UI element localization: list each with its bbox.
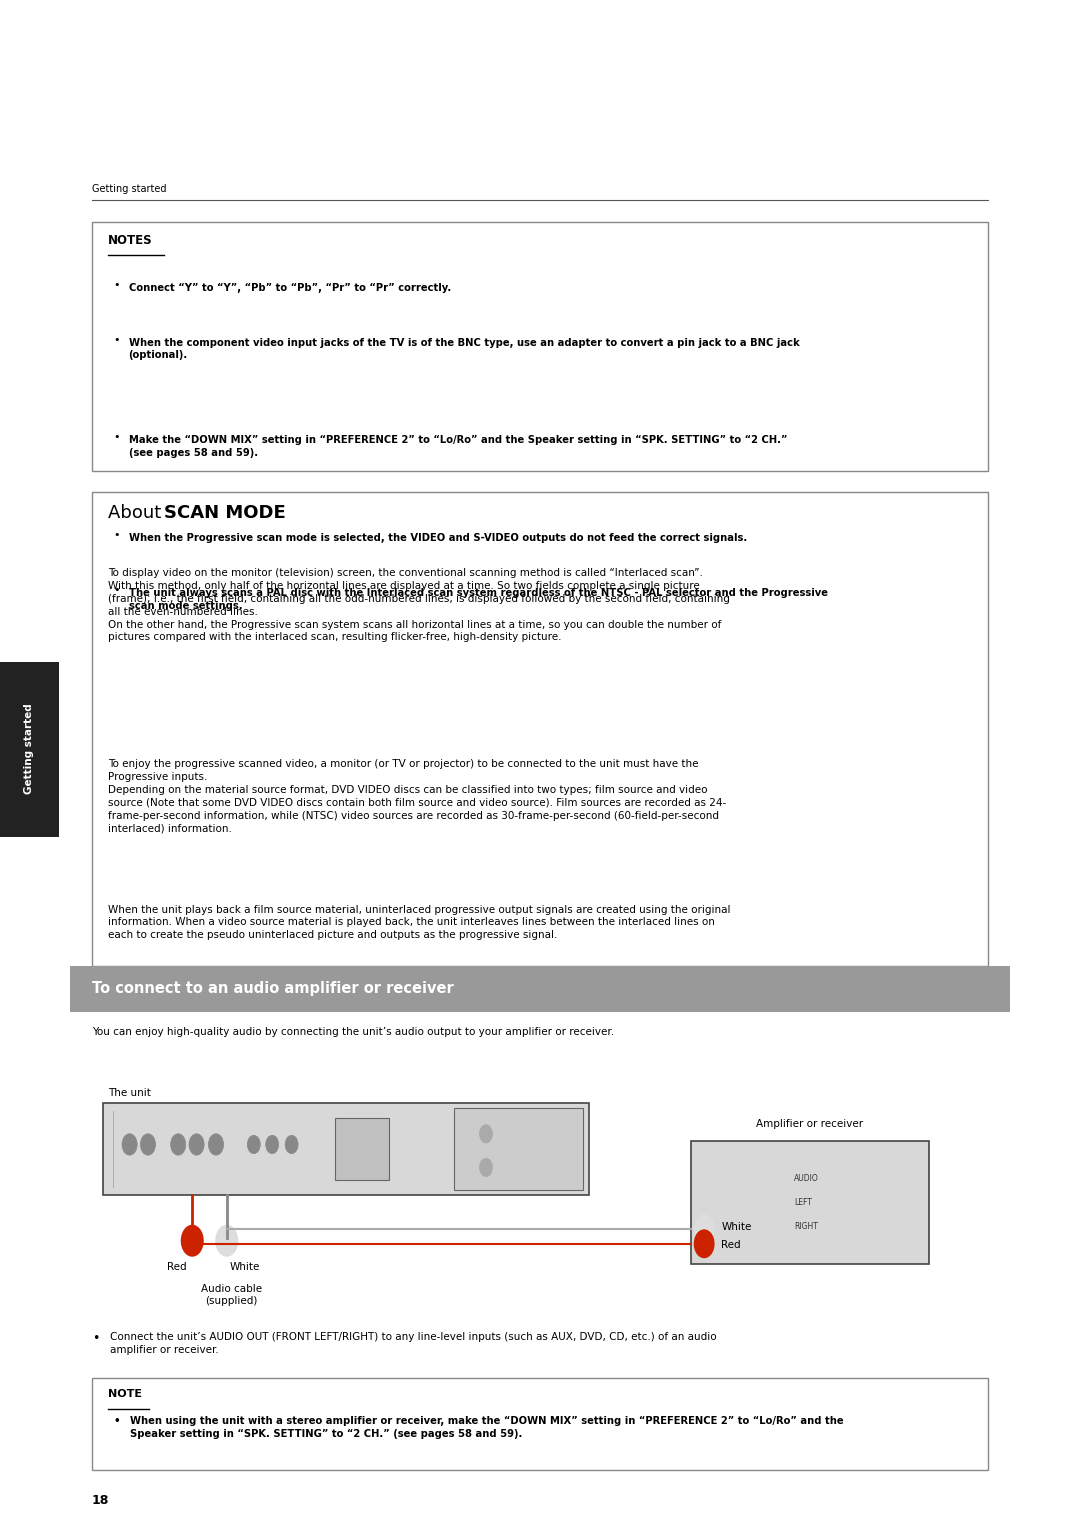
Text: White: White <box>721 1222 752 1232</box>
Text: •: • <box>113 1416 120 1427</box>
Text: When the Progressive scan mode is selected, the VIDEO and S-VIDEO outputs do not: When the Progressive scan mode is select… <box>129 533 746 544</box>
Circle shape <box>480 1158 492 1177</box>
Circle shape <box>247 1135 260 1154</box>
Text: •: • <box>92 1332 99 1346</box>
Text: Make the “DOWN MIX” setting in “PREFERENCE 2” to “Lo/Ro” and the Speaker setting: Make the “DOWN MIX” setting in “PREFEREN… <box>129 435 787 458</box>
Text: Audio cable
(supplied): Audio cable (supplied) <box>201 1284 261 1306</box>
Text: To connect to an audio amplifier or receiver: To connect to an audio amplifier or rece… <box>92 981 454 996</box>
Text: Amplifier or receiver: Amplifier or receiver <box>756 1118 864 1129</box>
Text: The unit: The unit <box>108 1088 151 1099</box>
FancyBboxPatch shape <box>335 1118 389 1180</box>
Text: Connect “Y” to “Y”, “Pb” to “Pb”, “Pr” to “Pr” correctly.: Connect “Y” to “Y”, “Pb” to “Pb”, “Pr” t… <box>129 283 450 293</box>
Circle shape <box>694 1230 714 1258</box>
Text: Getting started: Getting started <box>92 183 166 194</box>
Text: SCAN MODE: SCAN MODE <box>164 504 286 523</box>
Circle shape <box>216 1225 238 1256</box>
Text: The unit always scans a PAL disc with the Interlaced scan system regardless of t: The unit always scans a PAL disc with th… <box>129 588 827 611</box>
Text: Red: Red <box>167 1262 187 1273</box>
FancyBboxPatch shape <box>103 1103 589 1195</box>
FancyBboxPatch shape <box>0 662 59 837</box>
Text: You can enjoy high-quality audio by connecting the unit’s audio output to your a: You can enjoy high-quality audio by conn… <box>92 1027 613 1038</box>
Text: When using the unit with a stereo amplifier or receiver, make the “DOWN MIX” set: When using the unit with a stereo amplif… <box>130 1416 843 1439</box>
Circle shape <box>480 1125 492 1143</box>
Text: NOTES: NOTES <box>108 234 152 248</box>
Circle shape <box>189 1134 204 1155</box>
Text: White: White <box>230 1262 260 1273</box>
Text: LEFT: LEFT <box>794 1198 812 1207</box>
Text: •: • <box>113 585 120 596</box>
Text: •: • <box>113 432 120 443</box>
FancyBboxPatch shape <box>92 492 988 966</box>
Text: •: • <box>113 530 120 541</box>
Circle shape <box>171 1134 186 1155</box>
Text: When the unit plays back a film source material, uninterlaced progressive output: When the unit plays back a film source m… <box>108 905 730 940</box>
FancyBboxPatch shape <box>691 1141 929 1264</box>
Circle shape <box>208 1134 224 1155</box>
Text: •: • <box>113 335 120 345</box>
Text: Red: Red <box>721 1241 741 1250</box>
Circle shape <box>694 1215 714 1242</box>
Text: To enjoy the progressive scanned video, a monitor (or TV or projector) to be con: To enjoy the progressive scanned video, … <box>108 759 726 833</box>
Text: NOTE: NOTE <box>108 1389 141 1400</box>
FancyBboxPatch shape <box>92 1378 988 1470</box>
Text: Getting started: Getting started <box>24 703 35 795</box>
Circle shape <box>285 1135 298 1154</box>
Text: •: • <box>113 280 120 290</box>
Text: Connect the unit’s AUDIO OUT (FRONT LEFT/RIGHT) to any line-level inputs (such a: Connect the unit’s AUDIO OUT (FRONT LEFT… <box>110 1332 717 1355</box>
Text: RIGHT: RIGHT <box>794 1222 818 1232</box>
Circle shape <box>266 1135 279 1154</box>
Circle shape <box>140 1134 156 1155</box>
FancyBboxPatch shape <box>92 222 988 471</box>
Text: To display video on the monitor (television) screen, the conventional scanning m: To display video on the monitor (televis… <box>108 568 730 642</box>
FancyBboxPatch shape <box>70 966 1010 1012</box>
FancyBboxPatch shape <box>454 1108 583 1190</box>
Text: AUDIO: AUDIO <box>794 1174 819 1183</box>
Text: About: About <box>108 504 167 523</box>
Circle shape <box>122 1134 137 1155</box>
Circle shape <box>181 1225 203 1256</box>
Text: 18: 18 <box>92 1494 109 1508</box>
Text: When the component video input jacks of the TV is of the BNC type, use an adapte: When the component video input jacks of … <box>129 338 799 361</box>
